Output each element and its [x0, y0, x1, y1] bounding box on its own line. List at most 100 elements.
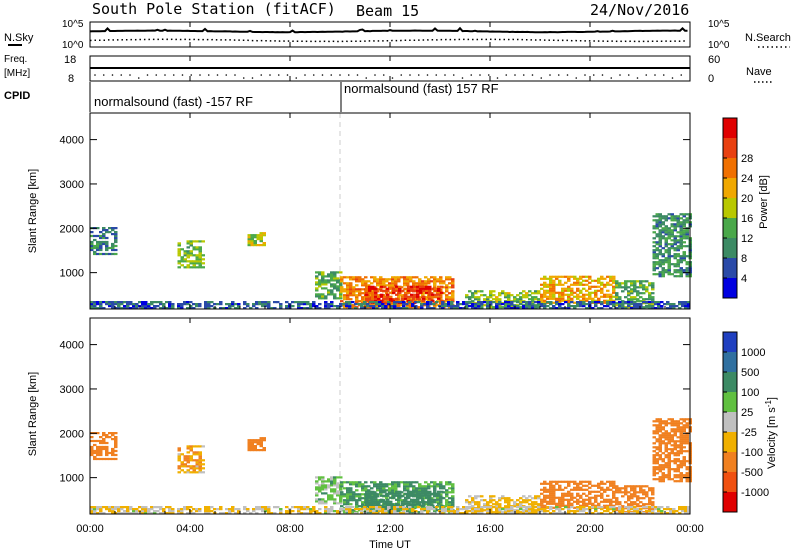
velocity-cell — [477, 508, 481, 511]
velocity-cell — [600, 486, 604, 489]
velocity-cell — [255, 512, 259, 515]
velocity-cell — [600, 492, 604, 495]
power-cell — [352, 276, 356, 279]
power-cell — [400, 294, 404, 297]
power-cell — [439, 278, 443, 281]
velocity-cell — [676, 420, 680, 423]
velocity-cell — [333, 484, 337, 487]
velocity-cell — [327, 498, 331, 501]
velocity-cell — [546, 488, 550, 491]
colorbar-tick-label: -25 — [741, 427, 757, 439]
velocity-cell — [522, 510, 526, 513]
power-cell — [394, 276, 398, 279]
velocity-cell — [336, 492, 340, 495]
velocity-cell — [428, 490, 432, 493]
velocity-cell — [436, 501, 440, 504]
velocity-cell — [621, 505, 625, 508]
nave-dot — [190, 74, 193, 76]
power-cell — [365, 289, 369, 292]
velocity-cell — [90, 445, 94, 449]
power-cell — [673, 249, 677, 252]
velocity-cell — [543, 512, 547, 515]
velocity-cell — [243, 506, 247, 509]
velocity-cell — [618, 491, 622, 494]
velocity-cell — [558, 506, 562, 509]
velocity-cell — [652, 466, 656, 469]
power-cell — [588, 285, 592, 288]
power-cell — [670, 215, 674, 218]
velocity-cell — [549, 508, 553, 511]
power-cell — [543, 289, 547, 292]
velocity-cell — [655, 424, 659, 427]
power-cell — [180, 256, 184, 259]
power-cell — [207, 301, 211, 304]
velocity-cell — [439, 499, 443, 502]
power-cell — [673, 225, 677, 228]
colorbar-tick-label: 8 — [741, 253, 747, 265]
velocity-cell — [630, 487, 634, 490]
velocity-cell — [670, 434, 674, 437]
power-cell — [552, 289, 556, 292]
velocity-cell — [423, 508, 427, 511]
velocity-cell — [507, 510, 511, 513]
velocity-cell — [339, 476, 343, 479]
velocity-cell — [402, 510, 406, 513]
velocity-cell — [105, 451, 109, 455]
velocity-cell — [321, 492, 325, 495]
velocity-cell — [655, 440, 659, 443]
velocity-cell — [147, 512, 151, 515]
velocity-cell — [346, 503, 350, 506]
velocity-cell — [540, 488, 544, 491]
velocity-cell — [489, 499, 493, 502]
power-cell — [416, 291, 420, 294]
power-cell — [582, 275, 586, 278]
velocity-cell — [183, 465, 187, 468]
power-cell — [567, 305, 571, 308]
power-cell — [400, 304, 404, 307]
velocity-cell — [431, 498, 435, 501]
power-cell — [555, 283, 559, 286]
power-cell — [300, 303, 304, 306]
power-cell — [663, 303, 667, 306]
velocity-cell — [207, 512, 211, 515]
power-cell — [90, 303, 94, 306]
power-cell — [561, 299, 565, 302]
velocity-cell — [348, 512, 352, 515]
velocity-cell — [430, 497, 434, 500]
velocity-cell — [391, 507, 395, 510]
power-cell — [408, 301, 412, 304]
power-cell — [525, 296, 529, 299]
power-cell — [348, 305, 352, 308]
velocity-cell — [315, 494, 319, 497]
power-cell — [358, 276, 362, 279]
velocity-cell — [579, 482, 583, 485]
velocity-cell — [609, 480, 613, 483]
power-cell — [324, 303, 328, 306]
power-cell — [415, 282, 419, 285]
velocity-cell — [661, 434, 665, 437]
power-cell — [186, 250, 190, 253]
velocity-cell — [267, 512, 271, 515]
velocity-cell — [415, 481, 419, 484]
power-cell — [378, 303, 382, 306]
velocity-cell — [352, 493, 356, 496]
power-cell — [661, 275, 665, 278]
power-cell — [441, 301, 445, 304]
velocity-cell — [261, 508, 265, 511]
power-cell — [444, 303, 448, 306]
power-cell — [546, 289, 550, 292]
power-cell — [374, 287, 378, 290]
velocity-cell — [336, 482, 340, 485]
power-cell — [667, 217, 671, 220]
velocity-cell — [561, 494, 565, 497]
power-cell — [658, 241, 662, 244]
velocity-cell — [186, 508, 190, 511]
power-cell — [90, 244, 94, 248]
power-cell — [333, 283, 337, 286]
velocity-cell — [192, 467, 196, 470]
velocity-cell — [549, 506, 553, 509]
velocity-cell — [448, 497, 452, 500]
power-cell — [661, 223, 665, 226]
velocity-cell — [225, 512, 229, 515]
velocity-cell — [661, 458, 665, 461]
